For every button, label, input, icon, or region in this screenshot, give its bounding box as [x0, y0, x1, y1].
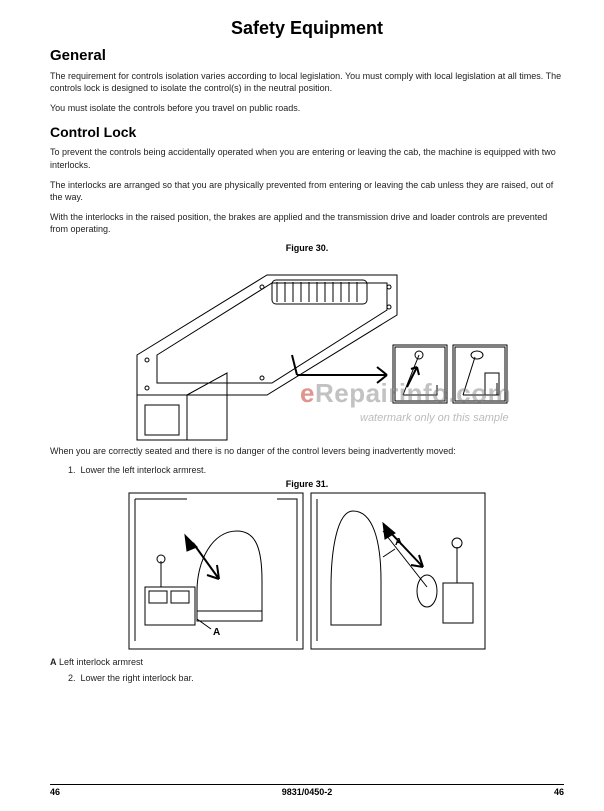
- heading-general: General: [50, 47, 564, 64]
- para-general-1: The requirement for controls isolation v…: [50, 70, 564, 94]
- watermark-e: e: [300, 378, 315, 408]
- label-a-left: A: [213, 627, 220, 638]
- para-control-1: To prevent the controls being accidental…: [50, 146, 564, 170]
- page-title: Safety Equipment: [50, 18, 564, 39]
- step-1-text: Lower the left interlock armrest.: [81, 465, 207, 475]
- step-1: 1. Lower the left interlock armrest.: [68, 465, 564, 475]
- figure-30-caption: Figure 30.: [50, 243, 564, 253]
- figure-31: A A: [127, 491, 487, 651]
- footer-center: 9831/0450-2: [282, 787, 333, 797]
- legend-a: A Left interlock armrest: [50, 657, 564, 667]
- para-control-2: The interlocks are arranged so that you …: [50, 179, 564, 203]
- legend-a-text: Left interlock armrest: [57, 657, 144, 667]
- heading-control-lock: Control Lock: [50, 124, 564, 140]
- figure-31-caption: Figure 31.: [50, 479, 564, 489]
- para-control-3: With the interlocks in the raised positi…: [50, 211, 564, 235]
- watermark-sub: watermark only on this sample: [360, 412, 509, 424]
- watermark-dom: .com: [449, 378, 512, 408]
- step-2: 2. Lower the right interlock bar.: [68, 673, 564, 683]
- watermark-brand: eRepairinfo.com: [300, 378, 511, 409]
- watermark-rest: Repairinfo: [315, 378, 449, 408]
- footer-right: 46: [554, 787, 564, 797]
- para-seated: When you are correctly seated and there …: [50, 445, 564, 457]
- page-footer: 46 9831/0450-2 46: [50, 784, 564, 797]
- label-a-right: A: [395, 537, 402, 548]
- figure-31-svg: A A: [127, 491, 487, 651]
- footer-left: 46: [50, 787, 60, 797]
- para-general-2: You must isolate the controls before you…: [50, 102, 564, 114]
- step-2-text: Lower the right interlock bar.: [81, 673, 194, 683]
- manual-page: Safety Equipment General The requirement…: [0, 0, 604, 811]
